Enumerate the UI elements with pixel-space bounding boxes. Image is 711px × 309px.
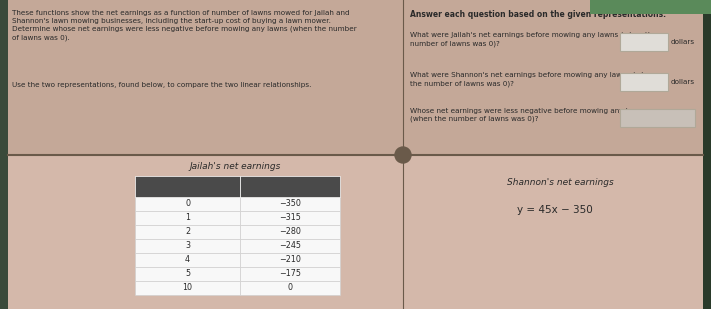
- Bar: [135, 267, 240, 281]
- Text: 5: 5: [185, 269, 190, 278]
- Text: Shannon's net earnings: Shannon's net earnings: [507, 178, 614, 187]
- Bar: [8, 155, 703, 309]
- Bar: [135, 281, 240, 295]
- Bar: [703, 0, 711, 309]
- Bar: [135, 253, 240, 267]
- Bar: [240, 176, 340, 197]
- Bar: [8, 0, 703, 155]
- Bar: [135, 197, 240, 211]
- Bar: [240, 225, 340, 239]
- Bar: [240, 281, 340, 295]
- Text: 0: 0: [185, 200, 190, 209]
- Bar: [240, 239, 340, 253]
- Bar: [620, 33, 668, 51]
- Text: Jailah's net earnings: Jailah's net earnings: [189, 162, 281, 171]
- Circle shape: [395, 147, 411, 163]
- Bar: [135, 176, 240, 197]
- Text: What were Shannon's net earnings before mowing any lawns (when
the number of law: What were Shannon's net earnings before …: [410, 72, 655, 87]
- Text: 1: 1: [185, 214, 190, 222]
- Bar: [240, 211, 340, 225]
- Text: What were Jailah's net earnings before mowing any lawns (when the
number of lawn: What were Jailah's net earnings before m…: [410, 32, 657, 47]
- Text: I'm Done: I'm Done: [661, 4, 695, 10]
- Text: Whose net earnings were less negative before mowing any lawns
(when the number o: Whose net earnings were less negative be…: [410, 108, 646, 122]
- Bar: [240, 197, 340, 211]
- Text: −350: −350: [279, 200, 301, 209]
- Bar: [590, 0, 711, 14]
- Text: 2: 2: [185, 227, 190, 236]
- Text: Use the two representations, found below, to compare the two linear relationship: Use the two representations, found below…: [12, 82, 311, 88]
- Text: dollars: dollars: [671, 39, 695, 45]
- Text: These functions show the net earnings as a function of number of lawns mowed for: These functions show the net earnings as…: [12, 10, 357, 41]
- Text: −315: −315: [279, 214, 301, 222]
- Text: 10: 10: [183, 283, 193, 293]
- Text: Answer each question based on the given representations.: Answer each question based on the given …: [410, 10, 666, 19]
- Bar: [620, 109, 695, 127]
- Text: −245: −245: [279, 242, 301, 251]
- Text: dollars: dollars: [275, 182, 305, 191]
- Text: −175: −175: [279, 269, 301, 278]
- Text: 4: 4: [185, 256, 190, 265]
- Text: −210: −210: [279, 256, 301, 265]
- Bar: [240, 253, 340, 267]
- Bar: [240, 267, 340, 281]
- Text: y = 45x − 350: y = 45x − 350: [517, 205, 593, 215]
- Text: 0: 0: [287, 283, 292, 293]
- Bar: [620, 73, 668, 91]
- Text: −280: −280: [279, 227, 301, 236]
- Bar: [135, 211, 240, 225]
- Bar: [0, 0, 8, 309]
- Text: number of
lawns: number of lawns: [165, 177, 210, 196]
- Text: 3: 3: [185, 242, 190, 251]
- Bar: [135, 225, 240, 239]
- Bar: [135, 239, 240, 253]
- Text: dollars: dollars: [671, 79, 695, 85]
